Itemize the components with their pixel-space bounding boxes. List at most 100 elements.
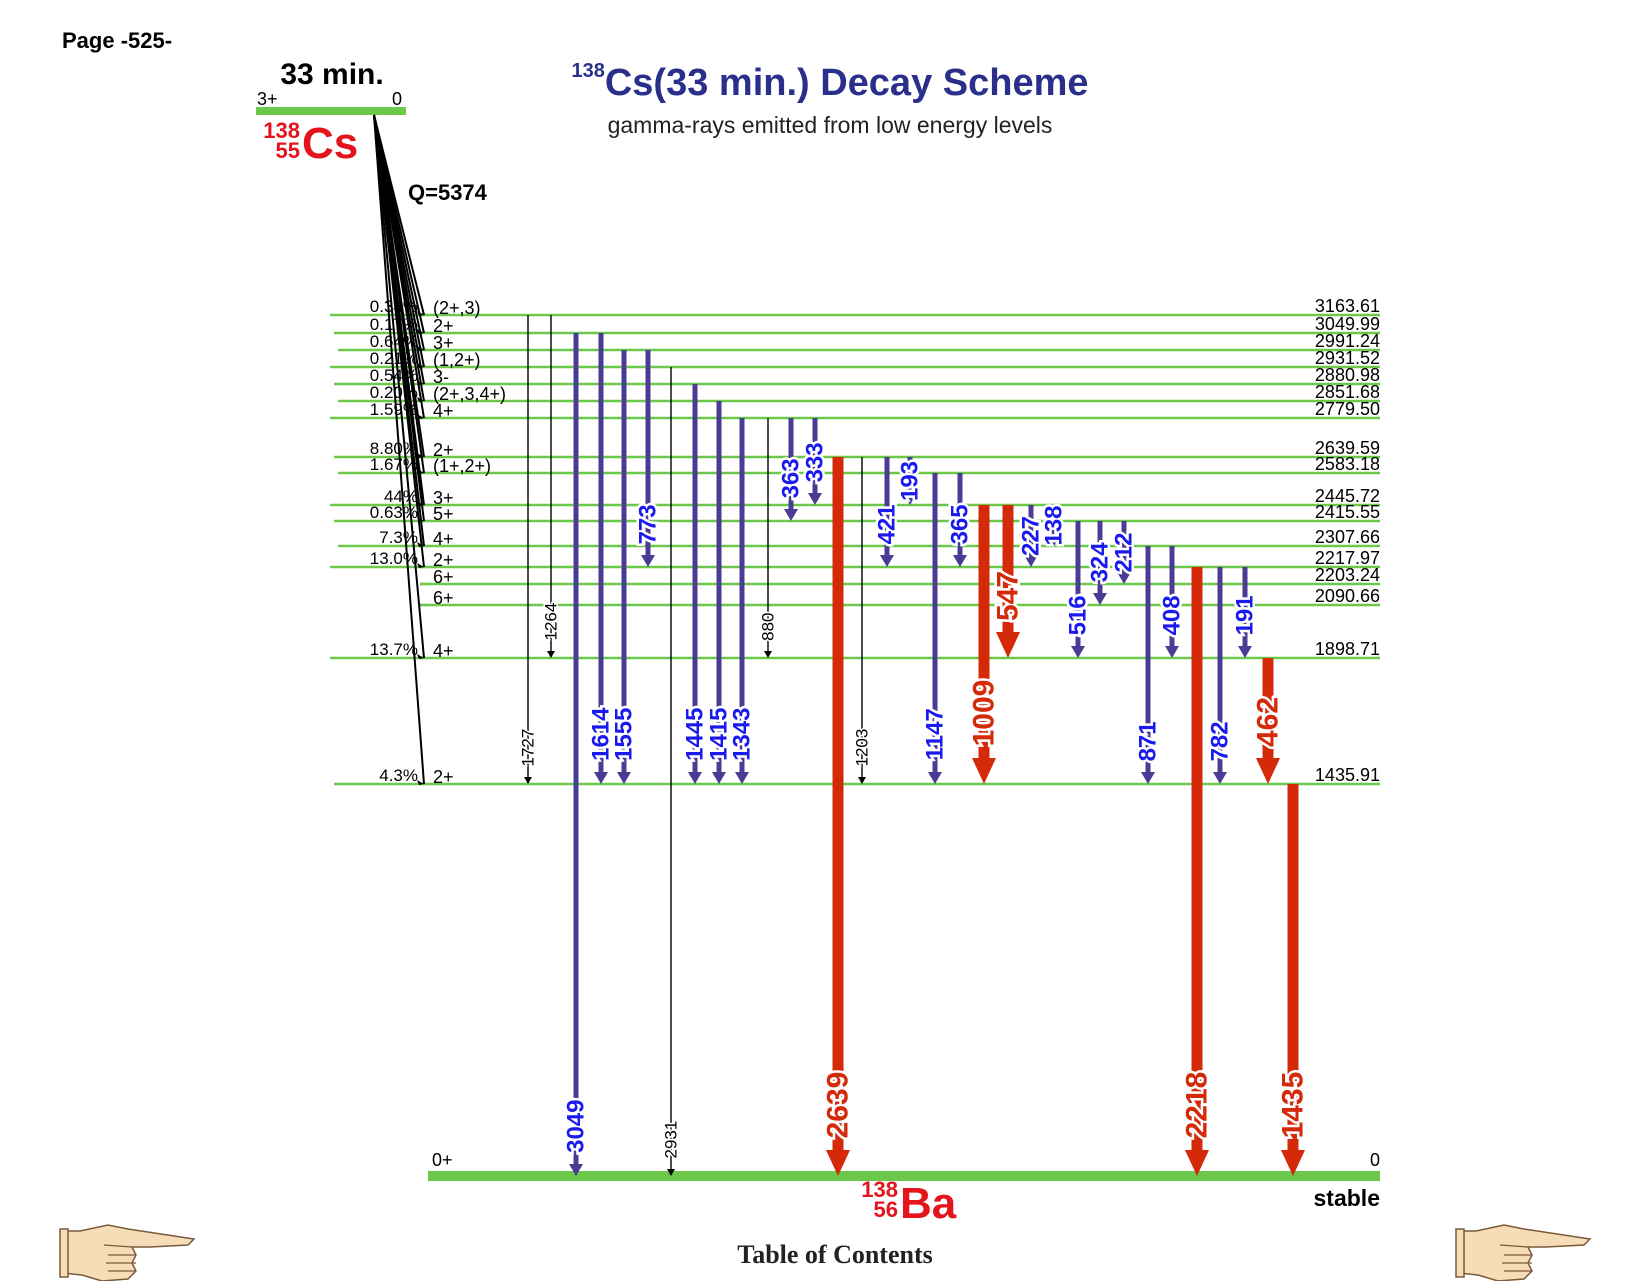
level-spin-label: (1,2+) <box>433 350 481 370</box>
gamma-arrowhead <box>808 493 822 505</box>
level-spin-label: 6+ <box>433 588 454 608</box>
gamma-arrowhead <box>1185 1150 1209 1176</box>
level-energy-label: 1898.71 <box>1315 639 1380 659</box>
parent-level-bar <box>256 107 406 115</box>
gamma-energy-label: 333 <box>802 442 829 482</box>
page-title: 138Cs(33 min.) Decay Scheme <box>560 60 1100 105</box>
gamma-arrowhead <box>1047 534 1061 546</box>
gamma-arrowhead <box>858 777 866 784</box>
gamma-arrowhead <box>996 632 1020 658</box>
beta-branch-percent: 0.63% <box>370 503 418 522</box>
ground-state-bar <box>428 1171 1380 1181</box>
level-spin-label: (2+,3) <box>433 298 481 318</box>
level-energy-label: 2307.66 <box>1315 527 1380 547</box>
gamma-energy-label: 773 <box>635 504 662 544</box>
gamma-energy-label: 3049 <box>563 1100 590 1153</box>
daughter-symbol: Ba <box>900 1179 957 1228</box>
gamma-arrowhead <box>1256 758 1280 784</box>
gamma-energy-label: 782 <box>1207 721 1234 761</box>
stability-label: stable <box>1314 1185 1380 1211</box>
parent-halflife: 33 min. <box>280 58 383 91</box>
parent-symbol: Cs <box>302 119 358 168</box>
gamma-energy-label: 191 <box>1232 595 1259 635</box>
beta-branch-percent: 7.3% <box>379 528 418 547</box>
beta-feed-line <box>373 114 425 568</box>
level-energy-label: 1435.91 <box>1315 765 1380 785</box>
gamma-arrowhead <box>569 1164 583 1176</box>
gamma-energy-label: 871 <box>1135 721 1162 761</box>
level-energy-label: 2991.24 <box>1315 331 1380 351</box>
parent-spin: 3+ <box>257 89 278 109</box>
daughter-atomic-number: 56 <box>874 1197 898 1222</box>
q-value: Q=5374 <box>408 180 488 205</box>
beta-feed-arrowhead <box>417 654 424 659</box>
gamma-energy-label: 193 <box>897 461 924 501</box>
gamma-arrowhead <box>547 651 555 658</box>
parent-atomic-number: 55 <box>276 138 300 163</box>
gamma-energy-label: 2639 <box>822 1072 855 1139</box>
level-energy-label: 2639.59 <box>1315 438 1380 458</box>
previous-page-button[interactable] <box>58 1215 198 1281</box>
gamma-energy-label: 1445 <box>682 708 709 761</box>
gamma-arrowhead <box>617 772 631 784</box>
gamma-arrowhead <box>1213 772 1227 784</box>
pointing-hand-left-icon <box>59 1224 196 1281</box>
level-energy-label: 2779.50 <box>1315 399 1380 419</box>
gamma-arrowhead <box>972 758 996 784</box>
table-of-contents-link[interactable]: Table of Contents <box>737 1240 933 1269</box>
beta-feed-line <box>373 114 425 785</box>
gamma-arrowhead <box>880 555 894 567</box>
level-energy-label: 2217.97 <box>1315 548 1380 568</box>
next-page-button[interactable] <box>1454 1215 1594 1281</box>
gamma-arrowhead <box>903 493 917 505</box>
level-energy-label: 3049.99 <box>1315 314 1380 334</box>
gamma-arrowhead <box>1165 646 1179 658</box>
level-energy-label: 2880.98 <box>1315 365 1380 385</box>
beta-branch-percent: 13.0% <box>370 549 418 568</box>
level-energy-label: 2583.18 <box>1315 454 1380 474</box>
gamma-energy-label: 2218 <box>1181 1072 1214 1139</box>
title-text: Cs(33 min.) Decay Scheme <box>604 62 1089 104</box>
gamma-energy-label: 1147 <box>922 708 949 760</box>
gamma-arrowhead <box>1141 772 1155 784</box>
gamma-arrowhead <box>784 509 798 521</box>
gamma-energy-label: 363 <box>778 458 805 498</box>
gamma-energy-label: 227 <box>1018 516 1045 556</box>
gamma-arrowhead <box>688 772 702 784</box>
gamma-energy-label: 421 <box>874 504 901 544</box>
gamma-energy-label: 138 <box>1041 505 1068 545</box>
level-energy-label: 2445.72 <box>1315 486 1380 506</box>
gamma-arrowhead <box>1238 646 1252 658</box>
gamma-energy-label: 1555 <box>611 708 638 761</box>
level-spin-label: 3+ <box>433 333 454 353</box>
level-energy-label: 2203.24 <box>1315 565 1380 585</box>
gamma-arrowhead <box>712 772 726 784</box>
gamma-energy-label: 1343 <box>729 708 756 761</box>
gamma-energy-label: 1203 <box>853 729 872 767</box>
level-spin-label: 5+ <box>433 504 454 524</box>
gamma-arrowhead <box>735 772 749 784</box>
level-spin-label: 3+ <box>433 488 454 508</box>
level-spin-label: 3- <box>433 367 449 387</box>
beta-branch-percent: 13.7% <box>370 640 418 659</box>
gamma-energy-label: 547 <box>992 571 1025 621</box>
gamma-arrowhead <box>1071 646 1085 658</box>
ground-energy-label: 0 <box>1370 1150 1380 1170</box>
level-spin-label: 2+ <box>433 440 454 460</box>
level-energy-label: 3163.61 <box>1315 296 1380 316</box>
beta-feed-arrowhead <box>417 780 424 785</box>
level-spin-label: 6+ <box>433 567 454 587</box>
gamma-energy-label: 212 <box>1111 532 1138 572</box>
gamma-arrowhead <box>667 1169 675 1176</box>
beta-branch-percent: 1.67% <box>370 455 418 474</box>
gamma-arrowhead <box>764 651 772 658</box>
level-energy-label: 2415.55 <box>1315 502 1380 522</box>
gamma-arrowhead <box>1117 572 1131 584</box>
gamma-energy-label: 1614 <box>588 707 615 761</box>
gamma-energy-label: 1435 <box>1277 1072 1310 1139</box>
beta-branch-percent: 4.3% <box>379 766 418 785</box>
level-spin-label: (1+,2+) <box>433 456 491 476</box>
level-spin-label: (2+,3,4+) <box>433 384 506 404</box>
level-spin-label: 2+ <box>433 316 454 336</box>
